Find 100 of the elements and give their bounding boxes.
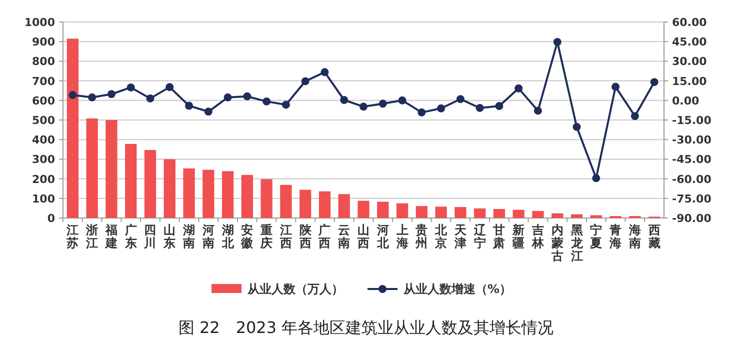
y2-tick-label: -90.00 (672, 212, 712, 225)
bar (570, 214, 583, 218)
bar (66, 38, 79, 218)
bar (512, 210, 524, 218)
point (650, 78, 658, 86)
bar (474, 208, 486, 218)
x-tick-label: 河南 (201, 223, 214, 250)
x-tick-label: 青海 (608, 223, 622, 250)
bar (552, 213, 564, 218)
x-tick-label: 湖北 (220, 223, 235, 250)
y-tick-label: 200 (32, 172, 56, 186)
x-tick-label: 江苏 (66, 223, 79, 250)
x-tick-label: 浙江 (85, 223, 98, 250)
x-tick-label: 吉林 (530, 223, 545, 250)
y-tick-label: 500 (32, 114, 56, 127)
point (456, 95, 464, 104)
y-tick-label: 0 (47, 212, 56, 225)
x-tick-label: 山西 (356, 223, 370, 250)
y2-tick-label: 15.00 (672, 74, 708, 88)
y-tick-label: 600 (32, 94, 56, 108)
bar (493, 208, 506, 218)
point (476, 104, 484, 112)
y-tick-label: 800 (32, 55, 56, 68)
bar (318, 191, 331, 218)
bar (590, 215, 602, 218)
bar (106, 120, 118, 218)
point (88, 93, 96, 102)
point (572, 122, 581, 131)
bar (183, 168, 195, 218)
bar (396, 203, 408, 218)
x-tick-label: 福建 (104, 223, 118, 250)
point (126, 83, 135, 92)
bar (260, 179, 272, 218)
x-tick-label: 湖南 (182, 223, 196, 250)
x-tick-label: 安徽 (240, 223, 254, 250)
y2-tick-label: 60.00 (672, 16, 708, 29)
x-tick-label: 新疆 (512, 223, 525, 250)
point (514, 84, 523, 92)
bar (86, 118, 98, 218)
x-tick-label: 甘肃 (492, 223, 506, 250)
x-tick-label: 西藏 (647, 223, 660, 250)
bar (222, 171, 234, 218)
x-tick-label: 广西 (318, 223, 331, 250)
legend-label: 从业人数（万人） (246, 282, 344, 296)
bar (377, 202, 389, 218)
point (146, 94, 154, 102)
x-tick-label: 江西 (278, 223, 292, 250)
y2-tick-label: -45.00 (672, 153, 712, 166)
x-tick-label: 陕西 (298, 223, 312, 250)
y-tick-label: 300 (32, 153, 56, 166)
point (398, 96, 406, 104)
bar (300, 190, 312, 218)
y-tick-label: 100 (32, 192, 56, 206)
point (185, 102, 194, 110)
point (224, 93, 232, 102)
y-tick-label: 700 (32, 74, 56, 88)
bar (532, 210, 544, 218)
point (553, 38, 562, 46)
point (262, 97, 271, 106)
bar (164, 159, 176, 218)
point (612, 82, 620, 91)
bar (454, 207, 466, 218)
bar (241, 174, 253, 218)
bar (358, 200, 370, 218)
point (437, 104, 446, 112)
point (107, 90, 116, 98)
bar (338, 194, 350, 218)
y-tick-label: 1000 (24, 16, 56, 29)
point (243, 92, 252, 100)
x-tick-label: 北京 (434, 223, 448, 250)
y2-tick-label: 0.00 (672, 94, 700, 108)
x-tick-label: 云南 (337, 223, 350, 250)
x-tick-label: 海南 (628, 223, 641, 250)
point (340, 96, 348, 104)
y-tick-label: 400 (32, 134, 56, 147)
bar (144, 150, 156, 218)
y2-tick-label: -60.00 (672, 172, 712, 186)
x-tick-label: 山东 (162, 223, 176, 250)
text: 图 22 2023 年各地区建筑业从业人数及其增长情况 (178, 318, 554, 337)
point (495, 102, 504, 110)
y2-tick-label: -30.00 (672, 134, 712, 147)
legend-label: 从业人数增速（%） (402, 282, 512, 296)
bar (280, 184, 292, 218)
bar (416, 206, 428, 218)
x-tick-label: 贵州 (414, 223, 428, 250)
point (166, 83, 174, 92)
x-tick-label: 上海 (395, 223, 408, 250)
x-tick-label: 重庆 (260, 223, 273, 250)
y2-tick-label: 45.00 (672, 36, 708, 49)
x-tick-label: 内蒙古 (550, 223, 564, 263)
point (630, 112, 639, 120)
point (301, 77, 310, 86)
x-tick-label: 四川 (143, 223, 156, 250)
point (592, 174, 600, 182)
x-tick-label: 河北 (376, 223, 390, 250)
point (360, 102, 368, 111)
x-tick-label: 辽宁 (472, 223, 487, 250)
bar (202, 170, 214, 218)
x-tick-label: 天津 (453, 223, 468, 250)
y2-tick-label: 30.00 (672, 55, 708, 68)
